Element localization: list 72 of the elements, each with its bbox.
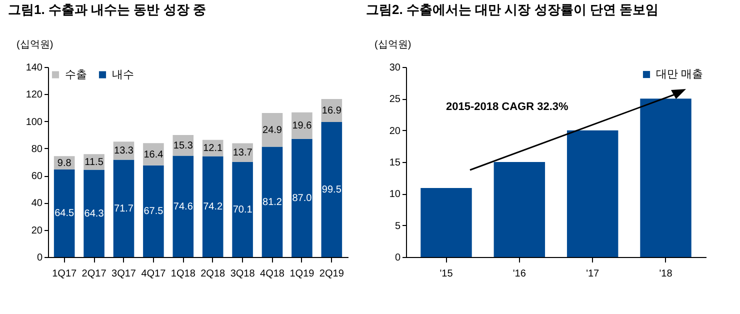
- bar: [292, 138, 312, 257]
- data-label: 9.8: [57, 158, 72, 169]
- bar: [113, 160, 134, 257]
- data-label: 24.9: [262, 124, 282, 136]
- data-label: 64.3: [84, 208, 104, 220]
- legend-label: 내수: [112, 68, 134, 81]
- bar: [420, 188, 472, 257]
- x-tick-label: 4Q18: [260, 268, 285, 280]
- y-tick-label: 5: [394, 220, 401, 232]
- x-tick-label: '15: [440, 268, 454, 280]
- chart-title: 그림2. 수출에서는 대만 시장 성장률이 단연 돋보임: [366, 2, 659, 17]
- legend-label: 대만 매출: [656, 68, 704, 80]
- bar: [321, 122, 342, 257]
- y-axis-title: (십억원): [374, 40, 412, 50]
- y-tick-label: 60: [31, 171, 43, 182]
- data-label: 15.3: [173, 140, 194, 152]
- bar: [232, 162, 253, 257]
- x-tick-label: 4Q17: [141, 268, 166, 280]
- y-tick-label: 10: [389, 189, 401, 200]
- data-label: 16.9: [322, 105, 342, 116]
- y-tick-label: 15: [389, 158, 401, 168]
- data-label: 16.4: [144, 149, 164, 160]
- x-tick-label: '17: [586, 268, 600, 280]
- y-tick-label: 40: [31, 198, 43, 210]
- y-tick-label: 100: [26, 116, 43, 128]
- legend-label: 수출: [65, 68, 87, 81]
- x-tick-label: '16: [512, 268, 526, 280]
- bar: [54, 169, 75, 257]
- y-tick-label: 0: [394, 252, 401, 264]
- y-axis-title: (십억원): [16, 40, 54, 50]
- x-tick-label: 1Q18: [170, 268, 196, 280]
- data-label: 71.7: [114, 203, 134, 214]
- data-label: 70.1: [232, 204, 253, 216]
- bar: [143, 165, 164, 257]
- x-tick-label: 3Q18: [230, 268, 256, 280]
- data-label: 19.6: [292, 120, 312, 132]
- y-tick-label: 0: [36, 252, 43, 264]
- bar: [172, 156, 194, 257]
- y-tick-label: 20: [31, 225, 43, 236]
- data-label: 87.0: [292, 192, 312, 204]
- data-label: 81.2: [262, 196, 282, 208]
- y-tick-label: 140: [26, 62, 43, 74]
- data-label: 13.3: [114, 146, 134, 157]
- x-tick-label: 2Q19: [319, 268, 344, 280]
- x-tick-label: 2Q18: [200, 268, 226, 280]
- data-label: 99.5: [322, 184, 342, 196]
- x-tick-label: 3Q17: [112, 268, 136, 280]
- bar: [262, 146, 283, 257]
- y-tick-label: 20: [389, 126, 401, 137]
- x-tick-label: 1Q17: [52, 268, 78, 280]
- bar: [262, 113, 283, 147]
- bar: [566, 130, 618, 257]
- data-label: 64.5: [54, 208, 75, 220]
- data-label: 12.1: [203, 143, 224, 154]
- x-tick-label: 2Q17: [82, 268, 107, 280]
- y-tick-label: 30: [389, 62, 401, 74]
- data-label: 11.5: [84, 156, 104, 168]
- data-label: 67.5: [144, 206, 164, 218]
- bar: [494, 162, 546, 257]
- y-tick-label: 120: [26, 90, 43, 101]
- y-tick-label: 25: [389, 94, 401, 106]
- bar: [202, 156, 224, 257]
- bar: [84, 170, 104, 257]
- y-tick-label: 80: [31, 144, 43, 155]
- chart-title: 그림1. 수출과 내수는 동반 성장 중: [8, 2, 206, 17]
- x-tick-label: '18: [659, 268, 673, 280]
- annotation: 2015-2018 CAGR 32.3%: [446, 101, 569, 113]
- x-tick-label: 1Q19: [290, 268, 315, 280]
- bar: [640, 98, 692, 257]
- data-label: 13.7: [232, 148, 253, 159]
- data-label: 74.6: [173, 201, 194, 212]
- data-label: 74.2: [203, 202, 224, 213]
